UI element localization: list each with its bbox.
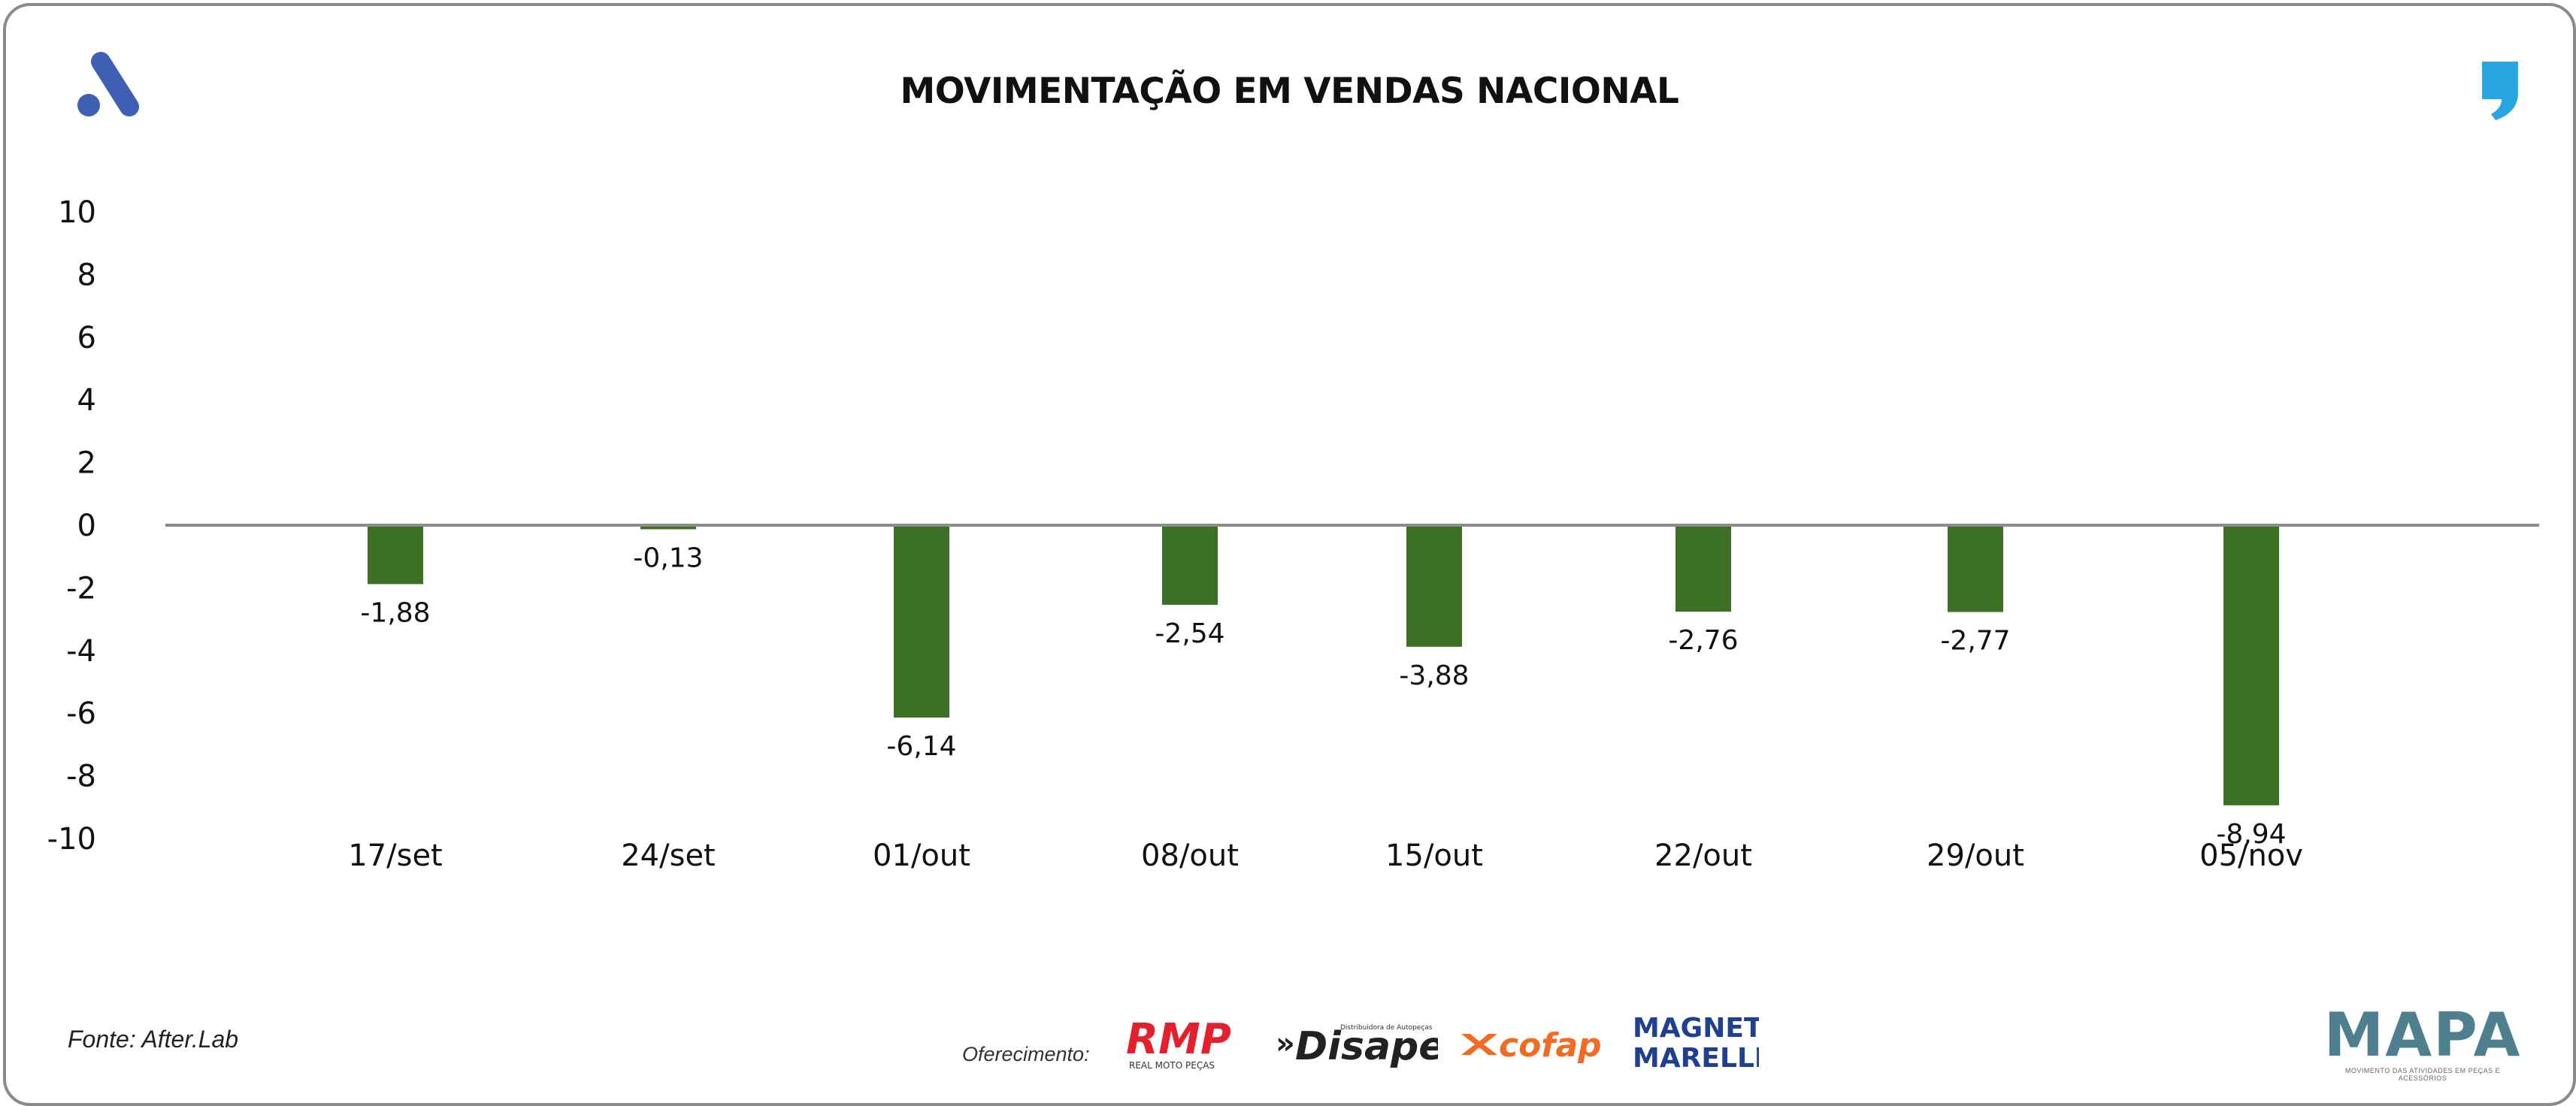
- x-tick-label: 24/set: [621, 839, 716, 873]
- quote-logo-icon: [2482, 62, 2518, 120]
- magneti-marelli-logo: MAGNETI MARELLI: [1633, 1013, 1759, 1074]
- x-tick-label: 22/out: [1654, 839, 1752, 873]
- y-tick-label: 6: [77, 321, 96, 355]
- bar: [640, 527, 696, 530]
- data-label: -2,54: [1155, 618, 1224, 649]
- bar: [368, 527, 423, 585]
- y-tick-label: 8: [77, 258, 96, 292]
- magneti-text: MAGNETI: [1633, 1013, 1759, 1044]
- x-tick-label: 05/nov: [2199, 839, 2303, 873]
- svg-text:»: »: [1276, 1026, 1295, 1061]
- data-label: -1,88: [360, 597, 430, 628]
- sponsor-label: Oferecimento:: [962, 1043, 1090, 1065]
- y-tick-label: -2: [66, 571, 96, 606]
- x-tick-label: 29/out: [1927, 839, 2024, 873]
- x-tick-label: 15/out: [1385, 839, 1483, 873]
- data-label: -2,77: [1940, 626, 2010, 657]
- rmp-logo: RMP REAL MOTO PEÇAS: [1126, 1017, 1231, 1071]
- disape-logo: » Disape Distribuidora de Autopeças: [1276, 1024, 1438, 1069]
- cofap-logo-text: cofap: [1499, 1026, 1602, 1065]
- y-tick-label: 2: [77, 446, 96, 481]
- rmp-logo-text: RMP: [1126, 1017, 1231, 1064]
- rmp-tagline: REAL MOTO PEÇAS: [1129, 1060, 1215, 1071]
- mapa-logo: MAPA MOVIMENTO DAS ATIVIDADES EM PEÇAS E…: [2321, 1000, 2524, 1083]
- bar: [1675, 527, 1731, 612]
- bar: [1406, 527, 1462, 647]
- x-tick-label: 08/out: [1141, 839, 1239, 873]
- x-tick-label: 17/set: [348, 839, 443, 873]
- marelli-text: MARELLI: [1633, 1043, 1759, 1074]
- cofap-logo: cofap: [1461, 1026, 1602, 1065]
- y-tick-label: -4: [66, 634, 96, 669]
- y-tick-label: -8: [66, 760, 96, 794]
- y-tick-label: -6: [66, 697, 96, 731]
- disape-logo-text: Disape: [1295, 1024, 1438, 1069]
- data-label: -8,94: [2216, 819, 2286, 850]
- y-tick-label: 0: [77, 509, 96, 543]
- bar-chart: 10 8 6 4 2 0 -2 -4 -6 -8 -10 -1,88 17/set -0,13 24/set…: [47, 195, 2539, 873]
- disape-tagline: Distribuidora de Autopeças: [1340, 1024, 1433, 1032]
- mapa-tagline: MOVIMENTO DAS ATIVIDADES EM PEÇAS E ACES…: [2344, 1067, 2501, 1082]
- y-tick-label: 4: [77, 383, 96, 418]
- bar: [894, 527, 949, 718]
- bar: [1162, 527, 1218, 605]
- chart-card: MOVIMENTAÇÃO EM VENDAS NACIONAL 10 8 6 4 2 0 -…: [3, 3, 2576, 1106]
- data-label: -6,14: [886, 731, 956, 762]
- x-tick-label: 01/out: [873, 839, 970, 873]
- data-label: -3,88: [1399, 660, 1469, 691]
- source-note: Fonte: After.Lab: [68, 1026, 239, 1053]
- bar: [2223, 527, 2279, 805]
- y-tick-label: -10: [47, 822, 96, 857]
- afterlab-logo-icon: [77, 52, 139, 116]
- bar: [1948, 527, 2003, 612]
- data-label: -2,76: [1668, 625, 1738, 656]
- mapa-logo-text: MAPA: [2323, 1000, 2522, 1070]
- data-label: -0,13: [633, 542, 703, 573]
- y-tick-label: 10: [58, 195, 96, 230]
- chart-title: MOVIMENTAÇÃO EM VENDAS NACIONAL: [900, 71, 1679, 112]
